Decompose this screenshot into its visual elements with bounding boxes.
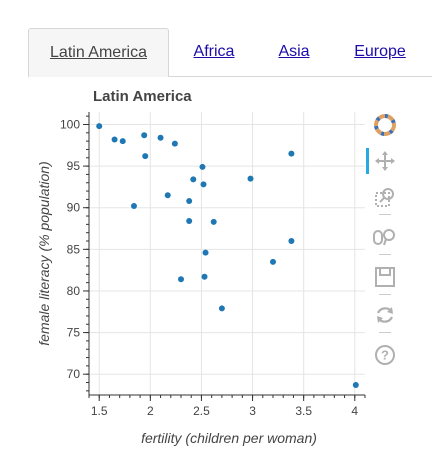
reset-icon[interactable]: [372, 302, 398, 328]
save-icon[interactable]: [372, 264, 398, 290]
data-point: [288, 238, 295, 245]
data-point: [288, 150, 295, 157]
wheel-zoom-icon[interactable]: [372, 224, 398, 250]
toolbar-divider: [379, 332, 391, 333]
tab-bar-divider: [28, 76, 432, 77]
y-tick-label: 75: [67, 326, 81, 340]
data-point: [201, 273, 208, 280]
x-tick-label: 2.5: [193, 404, 210, 418]
data-point: [352, 382, 359, 389]
data-point: [130, 203, 137, 210]
data-point: [157, 134, 164, 141]
y-tick-label: 70: [67, 367, 81, 381]
data-point: [164, 192, 171, 199]
y-tick-label: 80: [67, 284, 81, 298]
y-tick-label: 95: [67, 159, 81, 173]
data-point: [218, 305, 225, 312]
data-point: [178, 276, 184, 283]
toolbar-divider: [379, 214, 391, 215]
data-point: [200, 181, 207, 188]
data-point: [247, 175, 254, 182]
data-point: [210, 218, 217, 225]
data-point: [141, 132, 148, 139]
tab-latin-america[interactable]: Latin America: [28, 28, 169, 77]
tab-asia[interactable]: Asia: [278, 43, 310, 60]
bokeh-logo-icon[interactable]: [372, 112, 398, 138]
y-tick-label: 85: [67, 242, 81, 256]
x-tick-label: 4: [351, 404, 358, 418]
svg-text:?: ?: [381, 348, 389, 363]
data-point: [119, 138, 126, 145]
data-point: [186, 198, 193, 205]
toolbar-divider: [379, 254, 391, 255]
x-tick-label: 1.5: [91, 404, 108, 418]
data-point: [96, 123, 103, 130]
tab-africa[interactable]: Africa: [193, 43, 235, 60]
help-icon[interactable]: ?: [372, 342, 398, 368]
tab-bar: Latin America Africa Asia Europe: [28, 28, 432, 78]
x-axis-label: fertility (children per woman): [141, 430, 317, 446]
x-tick-label: 2: [147, 404, 154, 418]
toolbar-divider: [379, 294, 391, 295]
data-point: [199, 163, 206, 170]
plot-title: Latin America: [93, 88, 192, 105]
data-point: [171, 140, 178, 147]
data-point: [270, 258, 276, 265]
data-point: [142, 153, 149, 160]
pan-icon[interactable]: [372, 148, 398, 174]
data-point: [202, 249, 209, 256]
data-point: [111, 136, 118, 143]
y-tick-label: 90: [67, 201, 81, 215]
box-zoom-icon[interactable]: [372, 184, 398, 210]
y-axis-label: female literacy (% population): [36, 161, 52, 345]
x-tick-label: 3: [249, 404, 256, 418]
tab-europe[interactable]: Europe: [354, 43, 406, 60]
x-tick-label: 3.5: [295, 404, 312, 418]
data-point: [190, 176, 197, 183]
y-tick-label: 100: [60, 117, 80, 131]
data-point: [186, 218, 193, 225]
active-tool-indicator: [366, 148, 369, 174]
